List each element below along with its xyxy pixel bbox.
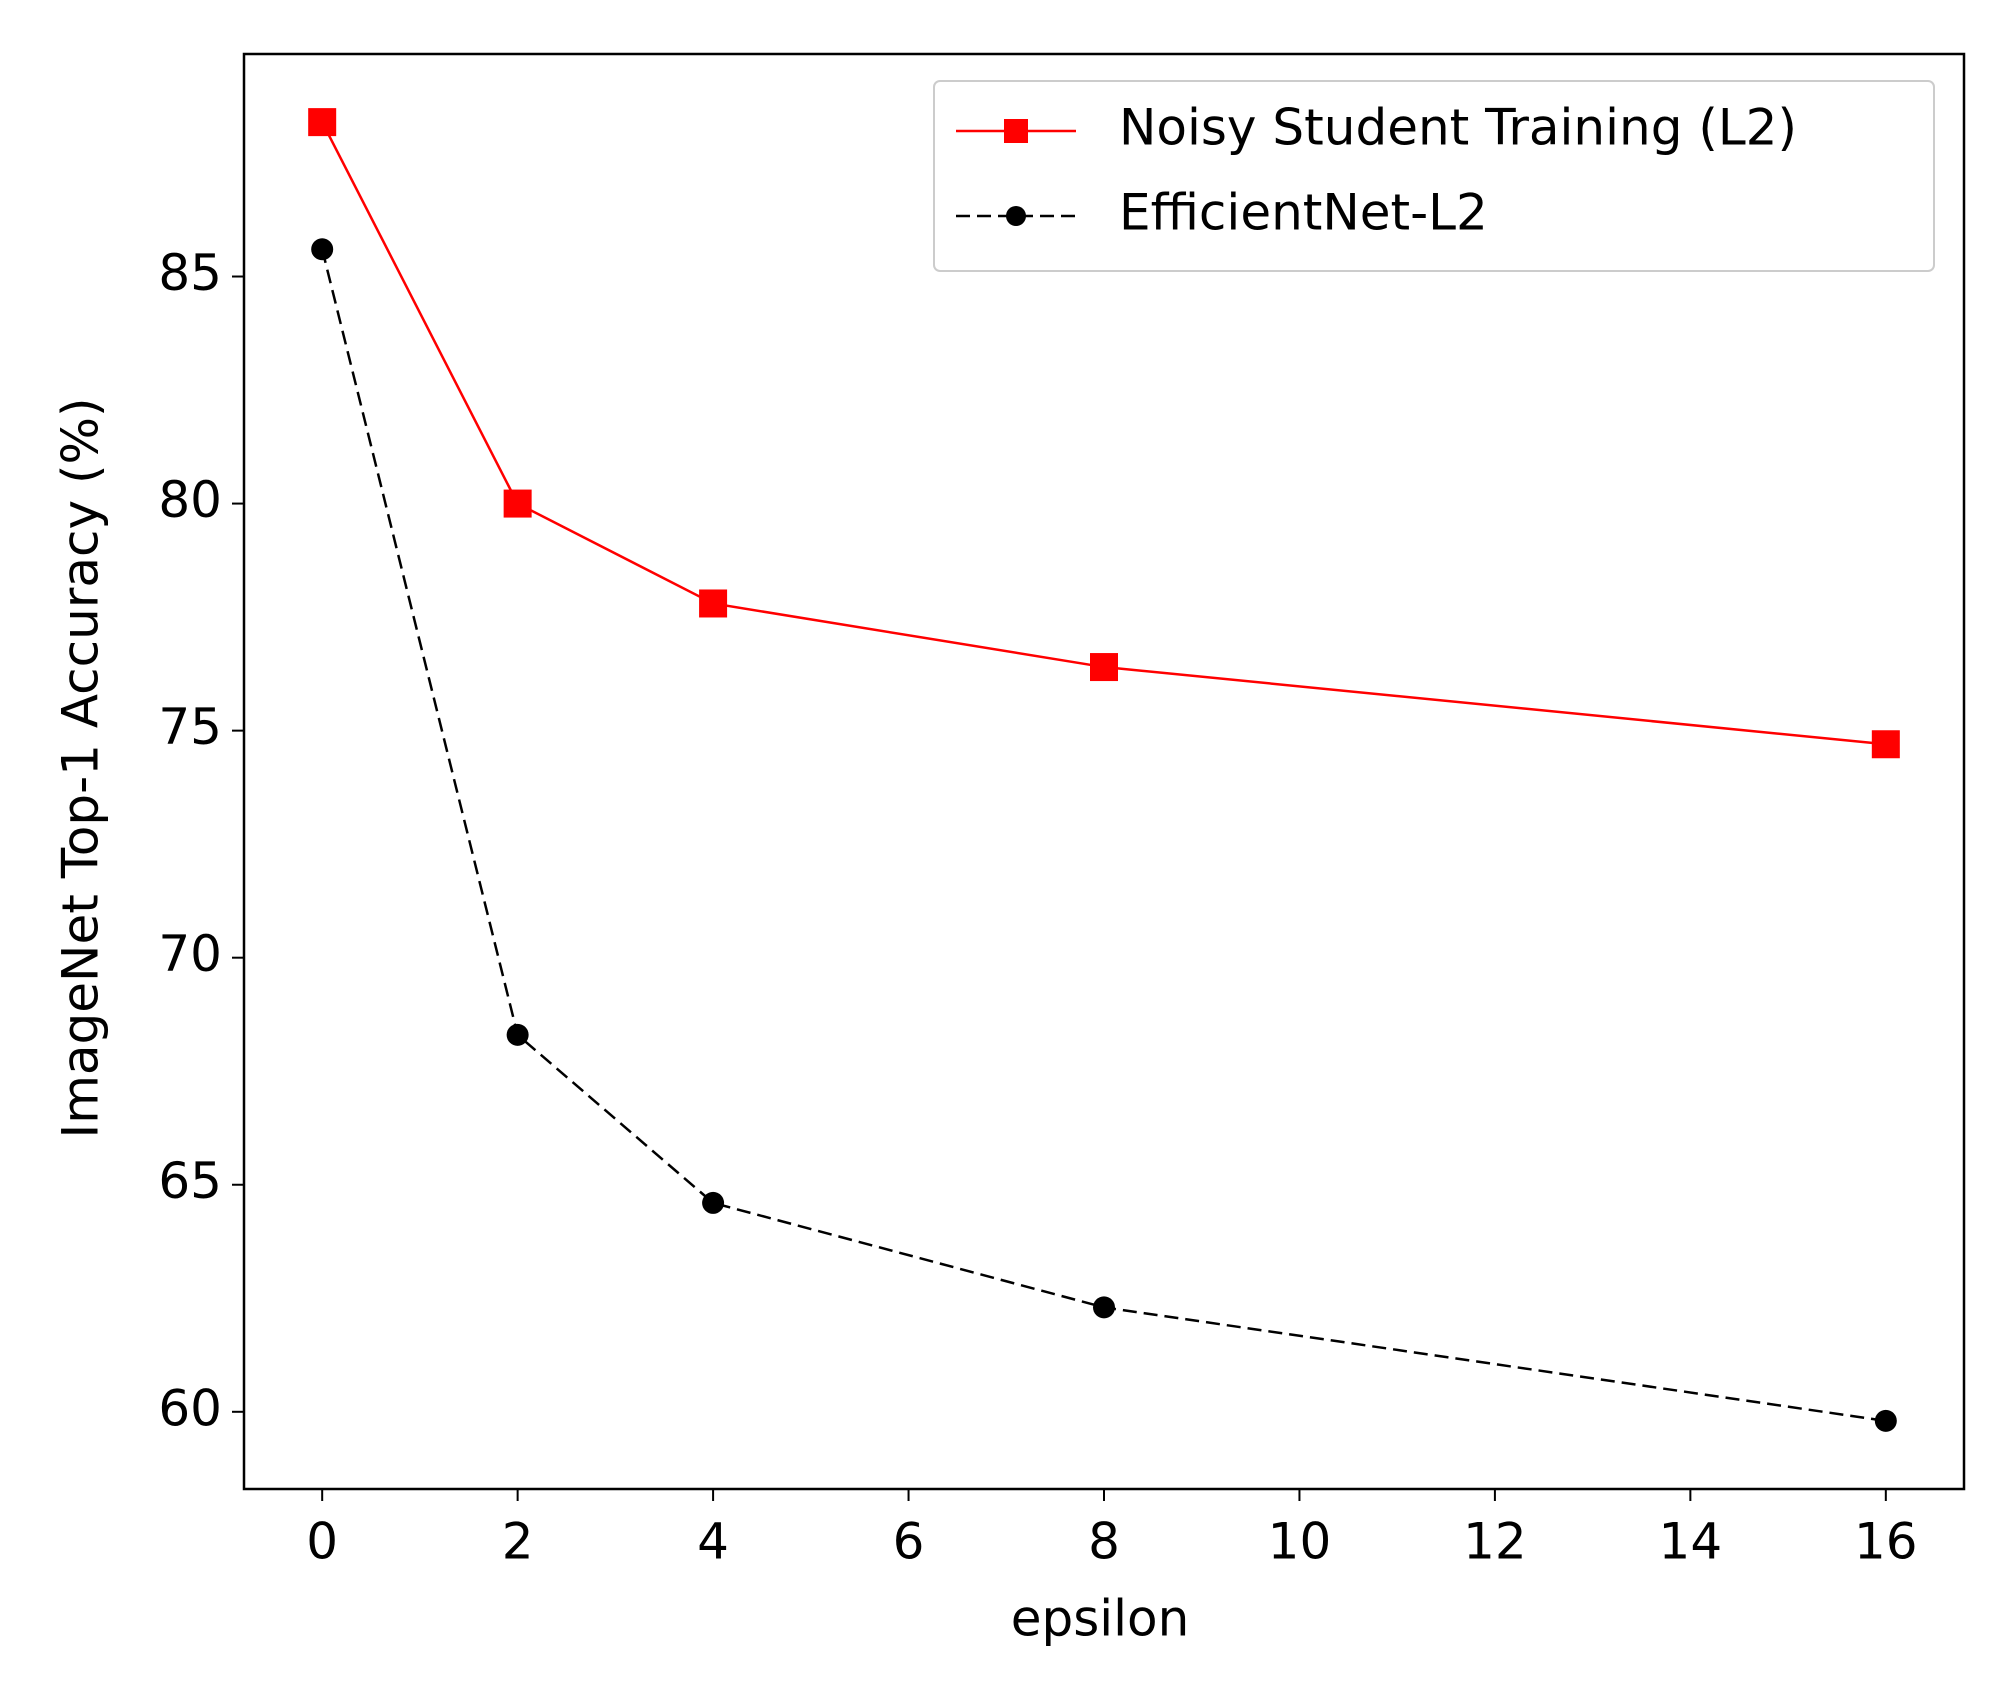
- x-tick-label: 2: [502, 1513, 534, 1571]
- y-tick-label: 85: [158, 244, 222, 302]
- x-tick-label: 14: [1659, 1513, 1723, 1571]
- marker: [699, 589, 728, 618]
- legend-label: Noisy Student Training (L2): [1119, 99, 1797, 157]
- legend-marker: [1004, 119, 1028, 143]
- marker: [1871, 730, 1900, 759]
- marker: [1093, 1296, 1115, 1319]
- x-tick-label: 10: [1268, 1513, 1332, 1571]
- y-tick-label: 60: [158, 1379, 222, 1437]
- x-tick-label: 12: [1463, 1513, 1527, 1571]
- legend-label: EfficientNet-L2: [1119, 184, 1488, 242]
- marker: [702, 1191, 725, 1214]
- legend-frame: [933, 80, 1935, 272]
- x-tick-label: 6: [893, 1513, 925, 1571]
- y-tick-label: 75: [158, 698, 222, 756]
- x-tick-label: 4: [697, 1513, 729, 1571]
- y-tick-label: 70: [158, 925, 222, 983]
- legend: Noisy Student Training (L2) EfficientNet-…: [933, 80, 1935, 272]
- plot-frame: [242, 52, 1966, 1491]
- legend-marker: [1006, 206, 1026, 226]
- x-tick-label: 8: [1088, 1513, 1120, 1571]
- marker: [503, 489, 532, 518]
- marker: [506, 1023, 529, 1046]
- y-tick-label: 65: [158, 1152, 222, 1210]
- x-tick-label: 0: [306, 1513, 338, 1571]
- marker: [1874, 1409, 1897, 1432]
- x-axis-label: epsilon: [1011, 1590, 1190, 1648]
- x-tick-label: 16: [1854, 1513, 1918, 1571]
- marker: [308, 108, 337, 137]
- y-axis-label: ImageNet Top-1 Accuracy (%): [52, 397, 110, 1138]
- marker: [311, 238, 334, 261]
- y-tick-label: 80: [158, 471, 222, 529]
- marker: [1090, 653, 1118, 682]
- series-line: [320, 248, 1886, 1423]
